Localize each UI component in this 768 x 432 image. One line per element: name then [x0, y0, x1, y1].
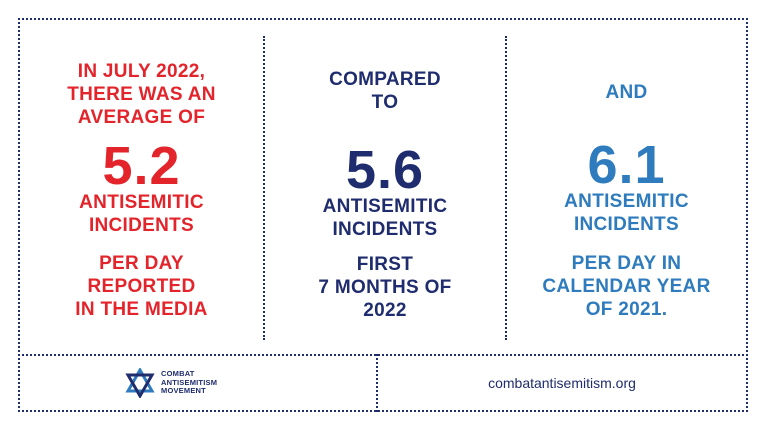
logo-wordmark: COMBAT ANTISEMITISM MOVEMENT [161, 369, 218, 396]
combat-antisemitism-logo[interactable]: COMBAT ANTISEMITISM MOVEMENT [125, 365, 255, 401]
stat-number: 6.1 [587, 135, 666, 195]
stat-number: 5.6 [345, 140, 425, 200]
intro-text: COMPARED TO [329, 69, 441, 113]
intro-text: AND [605, 82, 648, 103]
stat-label: ANTISEMITIC INCIDENTS [79, 192, 204, 236]
intro-text: IN JULY 2022, THERE WAS AN AVERAGE OF [67, 61, 216, 128]
column-divider [263, 36, 265, 340]
stat-number: 5.2 [102, 136, 181, 196]
star-of-david-icon [125, 368, 155, 398]
stat-label: ANTISEMITIC INCIDENTS [564, 191, 689, 235]
stat-detail: PER DAY REPORTED IN THE MEDIA [75, 253, 208, 320]
stat-column-first-7-months-2022: COMPARED TO 5.6 ANTISEMITIC INCIDENTS FI… [265, 0, 505, 336]
column-divider [505, 36, 507, 340]
footer-column-divider [376, 354, 378, 412]
stat-column-calendar-2021: AND 6.1 ANTISEMITIC INCIDENTS PER DAY IN… [507, 0, 746, 336]
footer-divider [18, 354, 748, 356]
website-url[interactable]: combatantisemitism.org [488, 375, 636, 391]
stat-label: ANTISEMITIC INCIDENTS [322, 196, 448, 240]
stat-detail: PER DAY IN CALENDAR YEAR OF 2021. [542, 253, 711, 320]
infographic-frame [18, 18, 748, 412]
stat-detail: FIRST 7 MONTHS OF 2022 [318, 254, 452, 321]
stat-column-july-2022: IN JULY 2022, THERE WAS AN AVERAGE OF 5.… [20, 0, 263, 336]
